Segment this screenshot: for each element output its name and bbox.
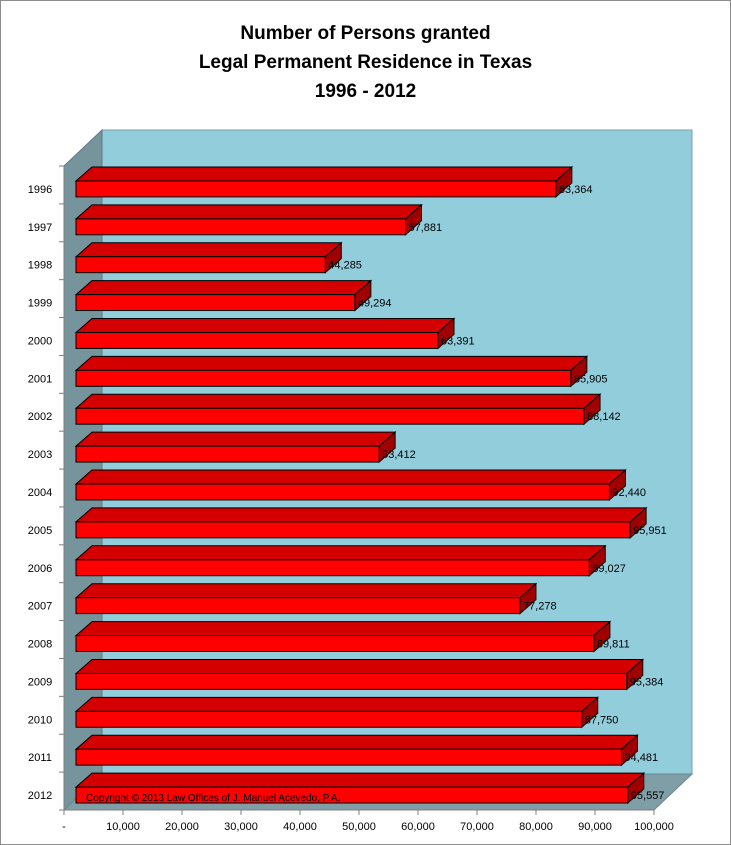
chart-title-line-3: 1996 - 2012 (314, 81, 417, 102)
x-tick-label: 40,000 (283, 821, 317, 833)
bar-top-face (74, 583, 538, 599)
bar-front (75, 332, 439, 349)
y-category-label: 2005 (28, 525, 52, 537)
bar-value-label: 63,391 (441, 335, 475, 347)
bar-top-face (74, 166, 574, 182)
bar-value-label: 87,750 (585, 714, 619, 726)
bar-top-face (74, 355, 589, 371)
y-category-label: 2012 (28, 790, 52, 802)
bar-front (75, 559, 590, 577)
bar-front (75, 294, 356, 312)
bar-front (75, 369, 572, 387)
bar-value-label: 92,440 (612, 487, 646, 499)
bar-top-face (74, 280, 373, 296)
y-category-label: 2006 (28, 563, 52, 575)
y-category-label: 1997 (28, 222, 52, 234)
y-category-label: 2010 (28, 714, 52, 726)
x-tick-label: 70,000 (460, 821, 494, 833)
bar-top-face (74, 469, 627, 485)
bar-value-label: 49,294 (358, 298, 392, 310)
bar-front (75, 710, 583, 728)
bar-top-face (74, 393, 602, 409)
bar-top-face (74, 507, 648, 523)
bar-value-label: 89,811 (597, 639, 630, 651)
bar-front (75, 483, 610, 501)
x-tick-label: 90,000 (578, 821, 612, 833)
bar-front (75, 786, 629, 804)
bar-value-label: 95,951 (633, 525, 667, 537)
bar-top-face (74, 545, 607, 561)
y-category-label: 2007 (28, 601, 52, 613)
bar-top-face (74, 658, 645, 674)
bar-value-label: 44,285 (328, 260, 362, 272)
y-category-label: 2008 (28, 639, 52, 651)
y-category-label: 2009 (28, 676, 52, 688)
y-category-label: 1996 (28, 184, 52, 196)
bar-top-face (74, 204, 423, 220)
y-category-label: 2002 (28, 411, 52, 423)
x-tick-label: 50,000 (342, 821, 376, 833)
bar-value-label: 85,905 (574, 373, 608, 385)
bar-front (75, 256, 326, 274)
bar-value-label: 94,481 (624, 752, 658, 764)
x-tick-label: - (62, 821, 66, 833)
bar-front (75, 635, 595, 652)
chart-title-line-2: Legal Permanent Residence in Texas (198, 52, 533, 73)
bar-front (75, 445, 380, 463)
y-category-label: 2001 (28, 373, 52, 385)
bar-top-face (74, 734, 639, 750)
bar-value-label: 95,557 (631, 790, 665, 802)
x-tick-label: 100,000 (634, 821, 674, 833)
y-category-label: 1999 (28, 298, 52, 310)
x-tick-label: 60,000 (401, 821, 435, 833)
bar-top-face (74, 318, 456, 334)
bar-front (75, 521, 631, 539)
chart-title-line-1: Number of Persons granted (240, 23, 491, 44)
bar-top-face (74, 696, 600, 712)
bar-top-face (74, 431, 397, 447)
x-tick-label: 30,000 (224, 821, 258, 833)
copyright-note: Copyright © 2013 Law Offices of J. Manue… (86, 793, 341, 804)
x-tick-label: 10,000 (106, 821, 140, 833)
bar-top-face (74, 242, 343, 258)
y-category-label: 2011 (28, 752, 52, 764)
x-tick-label: 20,000 (165, 821, 199, 833)
bar-value-label: 53,412 (382, 449, 416, 461)
bar-value-label: 83,364 (559, 184, 593, 196)
bar-value-label: 77,278 (523, 601, 557, 613)
bar-value-label: 57,881 (408, 222, 442, 234)
bar-front (75, 597, 521, 615)
y-category-label: 2003 (28, 449, 52, 461)
bar-top-face (74, 621, 612, 637)
bar-front (75, 180, 557, 198)
y-category-label: 1998 (28, 260, 52, 272)
bar-front (75, 672, 628, 690)
bar-front (75, 748, 622, 766)
bar-value-label: 89,027 (592, 563, 626, 575)
bar-front (75, 407, 585, 425)
x-tick-label: 80,000 (519, 821, 553, 833)
y-category-label: 2004 (28, 487, 52, 499)
bar-value-label: 95,384 (630, 676, 664, 688)
bar-value-label: 88,142 (587, 411, 621, 423)
y-category-label: 2000 (28, 335, 52, 347)
bar-front (75, 218, 406, 236)
bar-top-face (74, 772, 646, 788)
